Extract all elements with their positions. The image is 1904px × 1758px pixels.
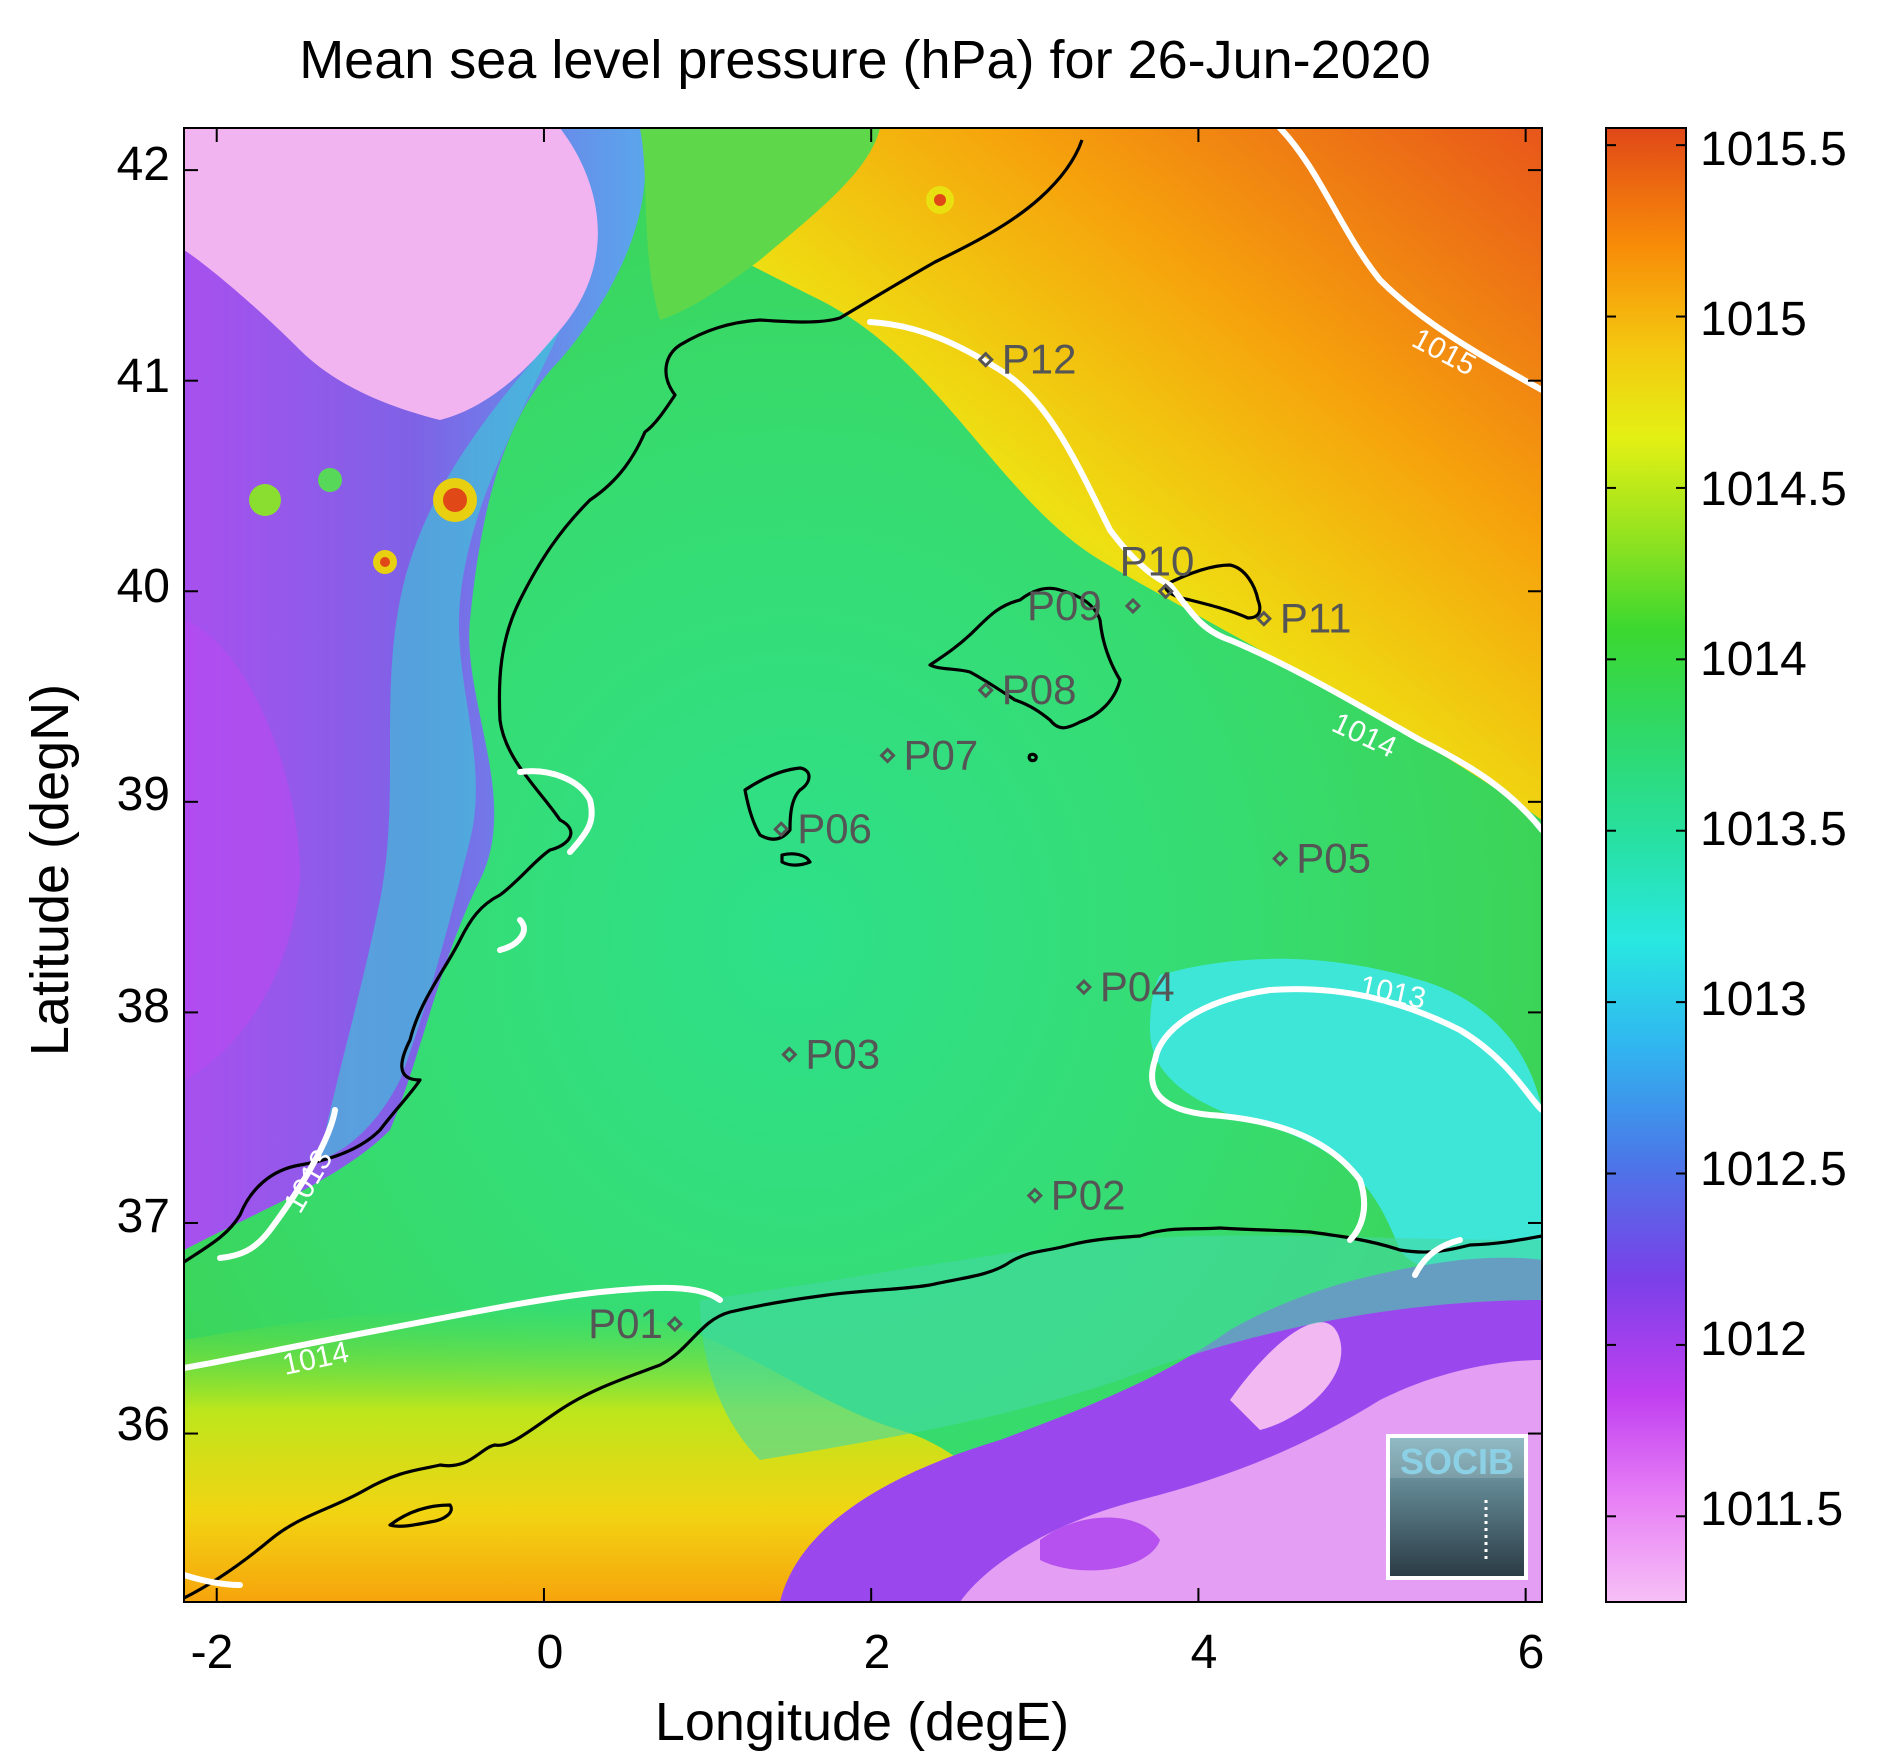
pressure-field: 1015 1014 1013 1013 1014 P01P02P03P04P05… — [184, 128, 1542, 1602]
station-marker — [781, 1046, 798, 1063]
station-label: P10 — [1120, 537, 1195, 584]
station-marker — [666, 1315, 683, 1333]
y-tick-label: 42 — [117, 138, 170, 191]
station-label: P12 — [1002, 336, 1077, 383]
station-marker — [1124, 597, 1142, 615]
colorbar-tick-label: 1014 — [1700, 633, 1807, 686]
chart-title: Mean sea level pressure (hPa) for 26-Jun… — [299, 30, 1431, 90]
station-label: P09 — [1027, 582, 1102, 629]
x-axis-tick-labels: -2 0 2 4 6 — [191, 1626, 1545, 1679]
station-label: P08 — [1002, 666, 1077, 713]
x-tick-label: 6 — [1518, 1626, 1545, 1679]
socib-logo-text: SOCIB — [1400, 1441, 1514, 1482]
plot-frame — [183, 127, 1543, 1603]
station-label: P05 — [1296, 835, 1371, 882]
y-tick-label: 38 — [117, 980, 170, 1033]
colorbar-tick-label: 1011.5 — [1700, 1483, 1843, 1536]
colorbar-tick-label: 1013.5 — [1700, 803, 1847, 856]
colorbar-tick-label: 1013 — [1700, 973, 1807, 1026]
station-label: P01 — [588, 1300, 663, 1347]
station-marker — [879, 747, 896, 764]
isobars — [184, 128, 1542, 1588]
y-tick-label: 40 — [117, 560, 170, 613]
x-tick-label: 4 — [1191, 1626, 1218, 1679]
station-label: P03 — [805, 1031, 880, 1078]
colorbar-tick-label: 1012 — [1700, 1313, 1807, 1366]
station-marker — [1157, 583, 1174, 600]
y-axis-tick-labels: 36 37 38 39 40 41 42 — [117, 138, 170, 1451]
station-label: P11 — [1280, 595, 1352, 642]
colorbar-ramp — [1605, 127, 1687, 1603]
y-axis-label: Latitude (degN) — [20, 684, 80, 1056]
x-tick-label: 0 — [537, 1626, 564, 1679]
station-label: P02 — [1051, 1172, 1126, 1219]
coastline — [184, 139, 1542, 1600]
y-tick-label: 36 — [117, 1398, 170, 1451]
station-marker — [1272, 850, 1289, 867]
station-marker — [773, 821, 790, 838]
colorbar-ticks — [1606, 144, 1686, 1518]
colorbar-tick-label: 1015 — [1700, 293, 1807, 346]
socib-logo: SOCIB — [1386, 1434, 1528, 1580]
station-label: P06 — [797, 805, 872, 852]
y-tick-label: 41 — [117, 350, 170, 403]
x-tick-label: 2 — [864, 1626, 891, 1679]
colorbar-tick-label: 1014.5 — [1700, 463, 1847, 516]
y-tick-label: 37 — [117, 1190, 170, 1243]
y-tick-label: 39 — [117, 768, 170, 821]
stations-layer: P01 P02 P03 P04 P05 P06 P07 P08 P09 P10 P11 P12 — [588, 336, 1371, 1347]
x-axis-label: Longitude (degE) — [655, 1692, 1069, 1752]
x-tick-label: -2 — [191, 1626, 234, 1679]
colorbar-tick-label: 1015.5 — [1700, 123, 1847, 176]
colorbar-tick-label: 1012.5 — [1700, 1143, 1847, 1196]
station-marker — [977, 682, 994, 699]
colorbar-tick-labels: 1011.5 1012 1012.5 1013 1013.5 1014 1014… — [1700, 123, 1847, 1536]
station-marker — [1255, 610, 1272, 627]
station-label: P04 — [1100, 963, 1175, 1010]
station-marker — [1075, 979, 1093, 996]
station-marker — [977, 351, 994, 368]
station-label: P07 — [904, 732, 979, 779]
colorbar: 1011.5 1012 1012.5 1013 1013.5 1014 1014… — [1605, 123, 1847, 1603]
station-marker — [1026, 1187, 1043, 1204]
axis-ticks — [184, 128, 1542, 1602]
